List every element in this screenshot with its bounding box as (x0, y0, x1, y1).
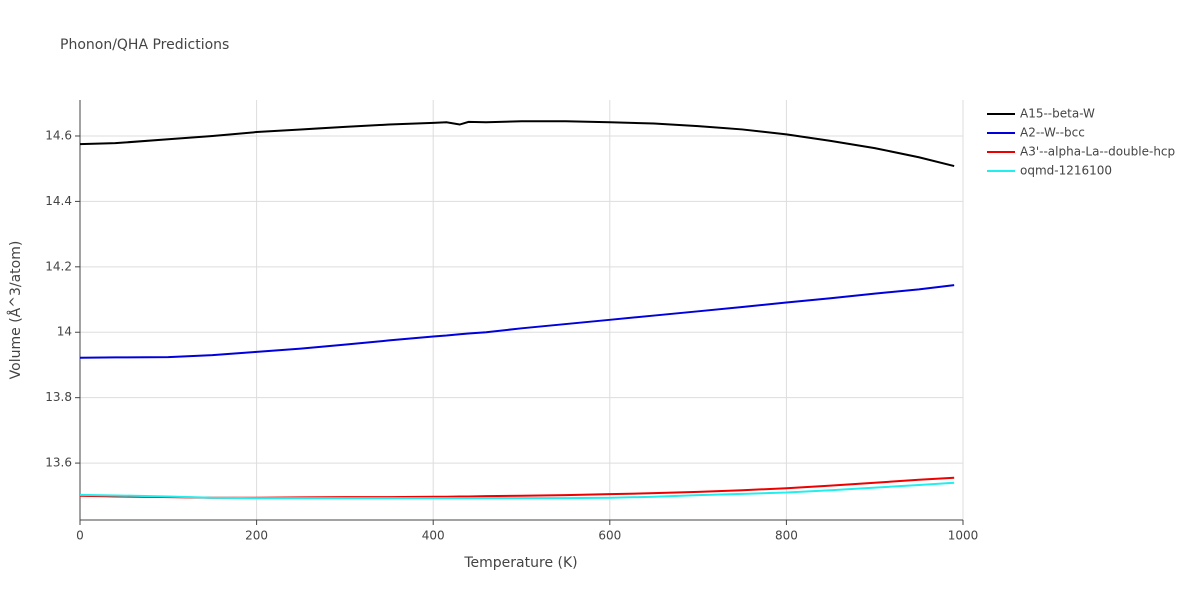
y-tick-label: 14.2 (45, 259, 72, 273)
y-tick-label: 13.8 (45, 390, 72, 404)
x-tick-label: 600 (598, 529, 621, 543)
x-tick-label: 400 (422, 529, 445, 543)
x-axis-label: Temperature (K) (463, 555, 577, 571)
y-tick-label: 14.4 (45, 194, 72, 208)
legend-label: A3'--alpha-La--double-hcp (1020, 145, 1175, 159)
series-line (79, 481, 955, 500)
legend-label: oqmd-1216100 (1020, 164, 1112, 178)
y-tick-label: 14 (57, 325, 72, 339)
y-tick-label: 14.6 (45, 128, 72, 142)
legend-label: A15--beta-W (1020, 107, 1095, 121)
series-line (79, 284, 955, 359)
x-tick-label: 800 (775, 529, 798, 543)
chart-title: Phonon/QHA Predictions (60, 37, 229, 53)
y-tick-label: 13.6 (45, 456, 72, 470)
series-line (79, 120, 955, 168)
x-tick-label: 1000 (948, 529, 979, 543)
y-axis-label: Volume (Å^3/atom) (7, 241, 24, 380)
x-tick-label: 0 (76, 529, 84, 543)
x-tick-label: 200 (245, 529, 268, 543)
legend-label: A2--W--bcc (1020, 126, 1085, 140)
series-line (79, 476, 955, 499)
